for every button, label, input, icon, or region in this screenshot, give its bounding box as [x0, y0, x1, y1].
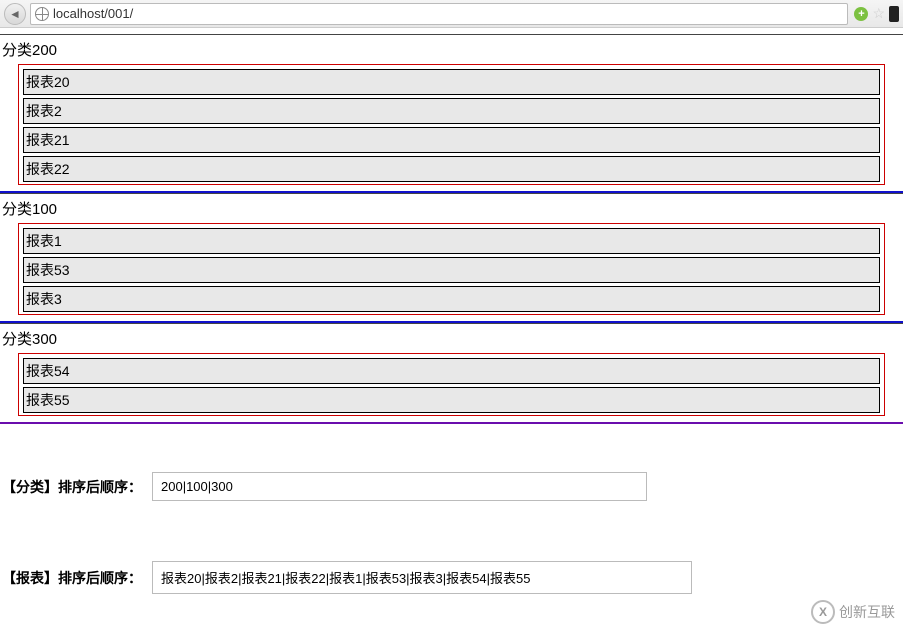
report-item-label: 报表53: [26, 260, 626, 280]
category-label: 分类200: [0, 35, 903, 62]
report-item-label: 报表22: [26, 159, 626, 179]
report-item[interactable]: 报表2: [23, 98, 880, 124]
address-bar[interactable]: localhost/001/: [30, 3, 848, 25]
watermark-text: 创新互联: [839, 602, 895, 622]
mobile-icon[interactable]: [889, 6, 899, 22]
category-order-value: 200|100|300: [152, 472, 647, 501]
items-container: 报表54 报表55: [18, 353, 885, 416]
category-block[interactable]: 分类200 报表20 报表2 报表21 报表22: [0, 34, 903, 193]
report-item-label: 报表1: [26, 231, 626, 251]
category-block[interactable]: 分类300 报表54 报表55: [0, 323, 903, 424]
report-item-label: 报表2: [26, 101, 626, 121]
url-text: localhost/001/: [53, 6, 133, 21]
report-item[interactable]: 报表1: [23, 228, 880, 254]
report-order-value: 报表20|报表2|报表21|报表22|报表1|报表53|报表3|报表54|报表5…: [152, 561, 692, 594]
report-item[interactable]: 报表55: [23, 387, 880, 413]
browser-toolbar: ◄ localhost/001/ + ☆: [0, 0, 903, 28]
report-order-row: 【报表】排序后顺序： 报表20|报表2|报表21|报表22|报表1|报表53|报…: [2, 561, 901, 594]
items-container: 报表20 报表2 报表21 报表22: [18, 64, 885, 185]
report-item-label: 报表3: [26, 289, 626, 309]
report-item[interactable]: 报表22: [23, 156, 880, 182]
watermark-logo: X: [811, 600, 835, 624]
main-content: 分类200 报表20 报表2 报表21 报表22 分类100 报表1 报表53 报表3 分类300…: [0, 28, 903, 424]
favorite-icon[interactable]: ☆: [872, 5, 885, 22]
report-order-label: 【报表】排序后顺序：: [2, 568, 142, 588]
back-button[interactable]: ◄: [4, 3, 26, 25]
toolbar-right: + ☆: [854, 5, 899, 22]
category-label: 分类100: [0, 194, 903, 221]
watermark: X 创新互联: [811, 600, 895, 624]
category-order-label: 【分类】排序后顺序：: [2, 477, 142, 497]
report-item[interactable]: 报表20: [23, 69, 880, 95]
report-item-label: 报表20: [26, 72, 626, 92]
report-item[interactable]: 报表54: [23, 358, 880, 384]
report-item-label: 报表54: [26, 361, 626, 381]
category-order-row: 【分类】排序后顺序： 200|100|300: [2, 472, 901, 501]
category-block[interactable]: 分类100 报表1 报表53 报表3: [0, 193, 903, 323]
category-label: 分类300: [0, 324, 903, 351]
add-icon[interactable]: +: [854, 7, 868, 21]
report-item-label: 报表21: [26, 130, 626, 150]
report-item-label: 报表55: [26, 390, 626, 410]
report-item[interactable]: 报表21: [23, 127, 880, 153]
globe-icon: [35, 7, 49, 21]
report-item[interactable]: 报表3: [23, 286, 880, 312]
items-container: 报表1 报表53 报表3: [18, 223, 885, 315]
report-item[interactable]: 报表53: [23, 257, 880, 283]
